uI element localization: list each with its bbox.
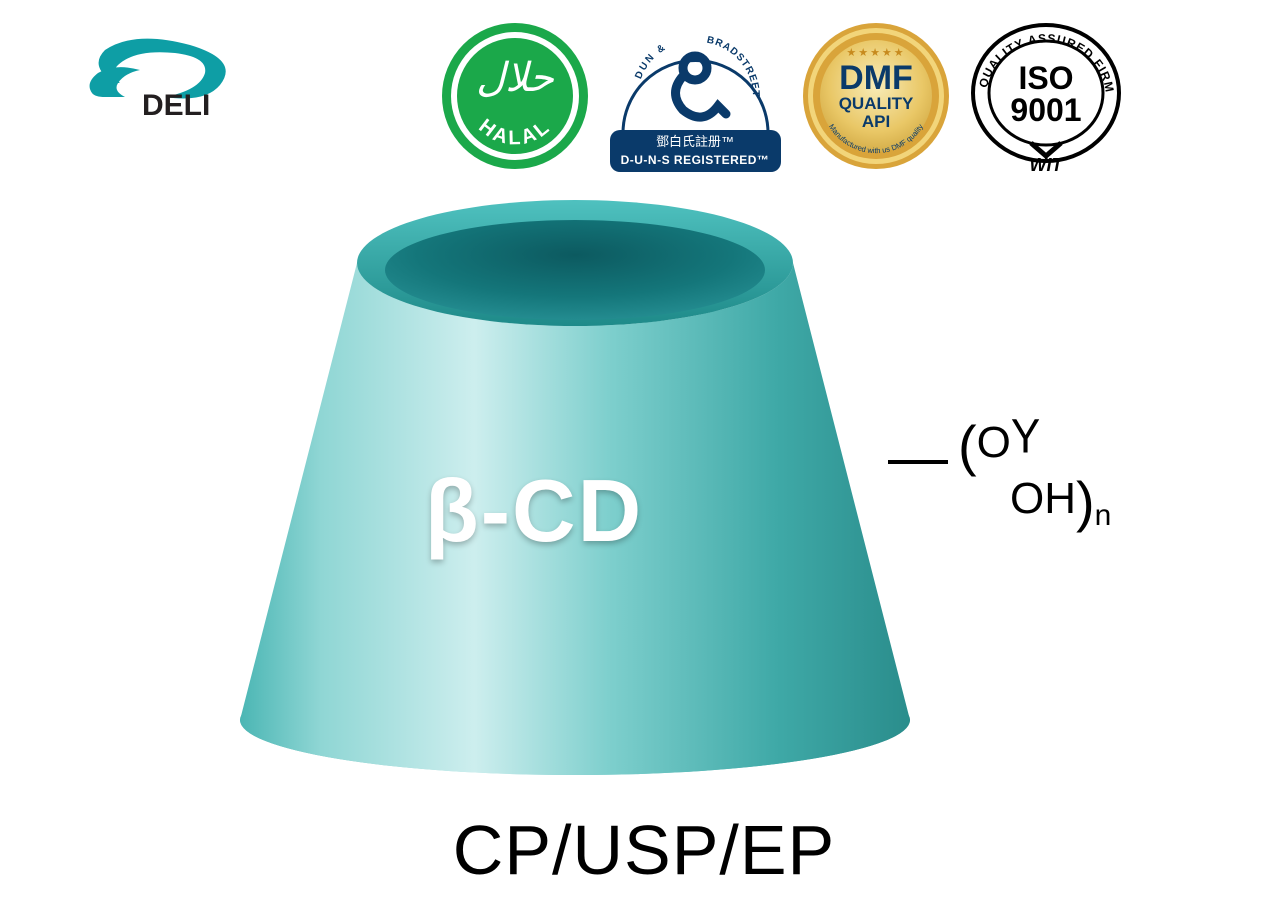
- svg-text:حلال: حلال: [476, 55, 554, 100]
- chemical-formula: (OY OH)n: [958, 418, 1111, 531]
- certification-badges: حلال HALAL DUN & BRADSTREET 鄧白氏註册™ D-U-: [440, 18, 1124, 173]
- dmf-stars: ★★★★★: [846, 47, 905, 59]
- dmf-sub1: QUALITY: [839, 94, 914, 113]
- dmf-badge: ★★★★★ DMF QUALITY API Manufactured with …: [801, 21, 951, 171]
- dmf-sub2: API: [862, 112, 890, 131]
- standards-caption: CP/USP/EP: [0, 810, 1288, 890]
- duns-badge: DUN & BRADSTREET 鄧白氏註册™ D-U-N-S REGISTER…: [608, 18, 783, 173]
- halal-badge: حلال HALAL: [440, 21, 590, 171]
- dmf-main: DMF: [839, 59, 913, 97]
- iso-main1: ISO: [1018, 60, 1073, 96]
- iso-badge: QUALITY ASSURED FIRM ISO 9001 WIT: [969, 21, 1124, 171]
- formula-subscript: n: [1095, 499, 1112, 532]
- formula-oh: OH: [1010, 477, 1076, 521]
- formula-o: O: [977, 418, 1011, 467]
- duns-banner-cn: 鄧白氏註册™: [656, 134, 734, 149]
- brand-name-text: DELI: [142, 89, 210, 122]
- beta-cd-label: β-CD: [425, 460, 643, 562]
- iso-footer: WIT: [1030, 155, 1065, 171]
- duns-banner-en: D-U-N-S REGISTERED™: [621, 153, 770, 167]
- brand-logo: DELI: [80, 35, 255, 130]
- iso-main2: 9001: [1010, 92, 1081, 128]
- formula-paren-close: ): [1076, 470, 1095, 533]
- formula-paren-open: (: [958, 414, 977, 477]
- formula-y-glyph: Y: [1011, 413, 1040, 461]
